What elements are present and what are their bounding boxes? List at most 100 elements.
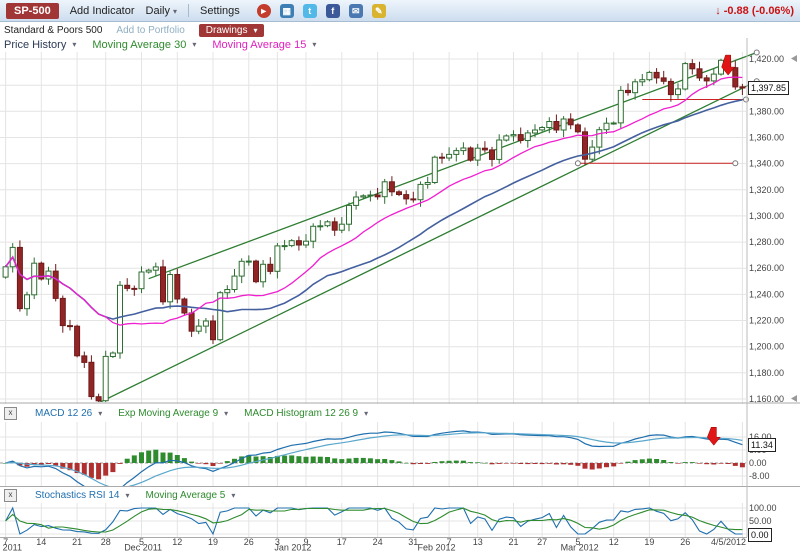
legend-item-stochastics-rsi-14[interactable]: Stochastics RSI 14 ▾: [35, 490, 130, 501]
toolbar-divider: [188, 4, 189, 17]
legend-item-macd-12-26[interactable]: MACD 12 26 ▾: [35, 408, 102, 419]
chevron-down-icon: ▾: [231, 490, 236, 500]
add-indicator-button[interactable]: Add Indicator: [69, 4, 135, 17]
settings-button[interactable]: Settings: [200, 4, 240, 17]
svg-text:21: 21: [508, 537, 518, 547]
chevron-down-icon: ▾: [364, 408, 369, 418]
chevron-down-icon: ▾: [192, 40, 197, 49]
youtube-icon[interactable]: ►: [256, 3, 271, 18]
legend-label: MACD Histogram 12 26 9: [244, 407, 359, 419]
svg-text:0.00: 0.00: [749, 458, 767, 468]
svg-text:Mar 2012: Mar 2012: [561, 543, 599, 551]
svg-text:7: 7: [3, 537, 8, 547]
change-value: -0.88 (-0.06%): [723, 4, 794, 17]
svg-text:28: 28: [101, 537, 111, 547]
legend-label: Moving Average 5: [145, 489, 226, 501]
svg-text:16.00: 16.00: [749, 432, 772, 442]
chevron-down-icon: ▾: [224, 408, 229, 418]
change-indicator: ↓ -0.88 (-0.06%): [715, 5, 794, 17]
macd-gridlines: [0, 436, 746, 477]
svg-text:1,240.00: 1,240.00: [749, 289, 784, 299]
trend-channel[interactable]: [98, 49, 760, 403]
axis-handle-icon[interactable]: [791, 395, 797, 402]
legend-label: Moving Average 30: [92, 38, 187, 51]
legend-label: Moving Average 15: [212, 38, 307, 51]
svg-text:24: 24: [373, 537, 383, 547]
red-down-arrow[interactable]: [707, 427, 721, 446]
symbol-name: Standard & Poors 500: [4, 24, 103, 36]
price-gridlines: [0, 58, 746, 400]
symbol-badge[interactable]: SP-500: [6, 2, 59, 19]
add-to-portfolio-button[interactable]: Add to Portfolio: [116, 24, 185, 36]
svg-text:3: 3: [275, 537, 280, 547]
chevron-down-icon: ▾: [312, 40, 317, 49]
facebook-icon[interactable]: f: [325, 3, 340, 18]
chevron-down-icon: ▾: [253, 25, 258, 35]
chevron-down-icon: ▾: [72, 40, 77, 49]
stoch-value-badge: 0.00: [748, 528, 772, 542]
timeframe-label: Daily: [145, 4, 170, 17]
svg-text:100.00: 100.00: [749, 503, 777, 513]
svg-text:Dec 2011: Dec 2011: [124, 543, 162, 551]
timeframe-dropdown[interactable]: Daily ▾: [146, 5, 177, 17]
svg-text:1,260.00: 1,260.00: [749, 263, 784, 273]
legend-label: Exp Moving Average 9: [118, 407, 219, 419]
svg-text:1,220.00: 1,220.00: [749, 316, 784, 326]
svg-text:12: 12: [609, 537, 619, 547]
legend-label: MACD 12 26: [35, 407, 93, 419]
legend-item-moving-average-5[interactable]: Moving Average 5 ▾: [146, 490, 236, 501]
social-icons: ► ▦ t f ✉ ✎: [256, 3, 386, 18]
subheader: Standard & Poors 500 Add to Portfolio Dr…: [0, 22, 800, 38]
chevron-down-icon: ▾: [172, 6, 177, 16]
notes-icon[interactable]: ✎: [371, 3, 386, 18]
svg-text:Jan 2012: Jan 2012: [274, 543, 311, 551]
drawings-button[interactable]: Drawings ▾: [198, 23, 265, 37]
svg-text:27: 27: [537, 537, 547, 547]
legend-item-moving-average-15[interactable]: Moving Average 15 ▾: [212, 39, 316, 51]
stoch-ma-line: [5, 507, 743, 533]
price-panel-legend: Price History ▾ Moving Average 30 ▾ Moving A…: [0, 37, 316, 52]
svg-text:1,320.00: 1,320.00: [749, 185, 784, 195]
macd-line: [5, 430, 743, 486]
candlesticks: [2, 55, 746, 402]
svg-text:1,180.00: 1,180.00: [749, 368, 784, 378]
legend-item-moving-average-30[interactable]: Moving Average 30 ▾: [92, 39, 196, 51]
stoch-panel-legend: x Stochastics RSI 14 ▾ Moving Average 5 ▾: [0, 487, 746, 503]
toolbar: SP-500 Add Indicator Daily ▾ Settings ► ▦ t…: [0, 0, 800, 22]
ma30-line: [4, 99, 743, 320]
svg-text:12: 12: [172, 537, 182, 547]
svg-text:1,280.00: 1,280.00: [749, 237, 784, 247]
red-down-arrow[interactable]: [721, 54, 736, 76]
legend-label: Stochastics RSI 14: [35, 489, 120, 501]
axis-handle-icon[interactable]: [791, 55, 797, 62]
svg-text:1,420.00: 1,420.00: [749, 54, 784, 64]
price-axis-labels: 1,420.001,400.001,380.001,360.001,340.00…: [749, 54, 784, 404]
svg-text:5: 5: [139, 537, 144, 547]
svg-text:17: 17: [337, 537, 347, 547]
legend-item-exp-moving-average-9[interactable]: Exp Moving Average 9 ▾: [118, 408, 228, 419]
macd-value-badge: 11.34: [748, 438, 776, 452]
close-stoch-panel-button[interactable]: x: [4, 488, 17, 502]
legend-item-price-history[interactable]: Price History ▾: [4, 39, 76, 51]
svg-text:21: 21: [72, 537, 82, 547]
mail-icon[interactable]: ✉: [348, 3, 363, 18]
legend-item-macd-histogram-12-26-9[interactable]: MACD Histogram 12 26 9 ▾: [244, 408, 368, 419]
ma15-line: [5, 76, 743, 326]
svg-text:19: 19: [644, 537, 654, 547]
svg-text:5: 5: [575, 537, 580, 547]
svg-text:1,200.00: 1,200.00: [749, 342, 784, 352]
close-macd-panel-button[interactable]: x: [4, 406, 17, 420]
down-arrow-icon: ↓: [715, 4, 721, 17]
svg-text:26: 26: [244, 537, 254, 547]
chevron-down-icon: ▾: [98, 408, 103, 418]
drawings-label: Drawings: [205, 24, 248, 36]
svg-text:26: 26: [680, 537, 690, 547]
twitter-icon[interactable]: t: [302, 3, 317, 18]
macd-signal-line: [5, 432, 743, 486]
community-icon[interactable]: ▦: [279, 3, 294, 18]
svg-text:-8.00: -8.00: [749, 471, 770, 481]
svg-text:7: 7: [447, 537, 452, 547]
svg-text:31: 31: [408, 537, 418, 547]
svg-text:1,160.00: 1,160.00: [749, 394, 784, 404]
